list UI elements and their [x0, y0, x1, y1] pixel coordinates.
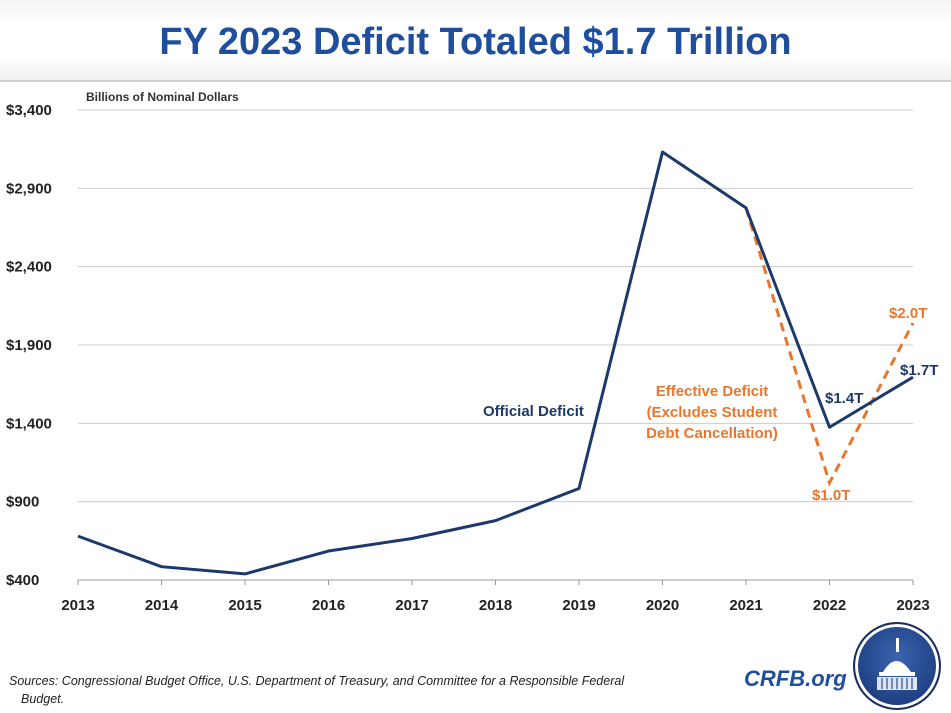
chart-title: FY 2023 Deficit Totaled $1.7 Trillion — [0, 0, 951, 80]
x-tick-label: 2016 — [312, 597, 345, 614]
sources-note: Sources: Congressional Budget Office, U.… — [9, 672, 729, 708]
y-tick-label: $2,900 — [6, 180, 52, 197]
title-divider — [0, 80, 951, 82]
label-2023-effective: $2.0T — [889, 305, 927, 322]
x-tick-label: 2022 — [813, 597, 846, 614]
x-tick-label: 2019 — [562, 597, 595, 614]
label-2023-official: $1.7T — [900, 362, 938, 379]
label-2022-official: $1.4T — [825, 390, 863, 407]
sources-line-2: Budget. — [21, 692, 65, 706]
y-tick-label: $400 — [6, 572, 39, 589]
effective-deficit-label: Debt Cancellation) — [646, 425, 778, 442]
x-tick-label: 2018 — [479, 597, 512, 614]
effective-deficit-label: Effective Deficit — [656, 383, 769, 400]
official-deficit-label: Official Deficit — [483, 403, 584, 420]
label-2022-effective: $1.0T — [812, 487, 850, 504]
capitol-seal-logo — [853, 622, 941, 710]
effective-deficit-label: (Excludes Student — [647, 404, 778, 421]
y-tick-label: $1,900 — [6, 337, 52, 354]
x-tick-label: 2017 — [395, 597, 428, 614]
sources-line-1: Sources: Congressional Budget Office, U.… — [9, 674, 625, 688]
x-tick-label: 2014 — [145, 597, 179, 614]
x-tick-label: 2021 — [729, 597, 762, 614]
x-tick-label: 2023 — [896, 597, 929, 614]
y-tick-label: $900 — [6, 494, 39, 511]
capitol-dome-icon — [877, 638, 917, 690]
y-tick-label: $1,400 — [6, 415, 52, 432]
brand-link[interactable]: CRFB.org — [744, 666, 847, 691]
official-deficit-line — [77, 150, 914, 576]
x-tick-label: 2015 — [228, 597, 261, 614]
y-tick-label: $3,400 — [6, 102, 52, 119]
x-tick-label: 2020 — [646, 597, 679, 614]
y-tick-label: $2,400 — [6, 259, 52, 276]
unit-label: Billions of Nominal Dollars — [86, 90, 239, 104]
x-tick-label: 2013 — [61, 597, 94, 614]
